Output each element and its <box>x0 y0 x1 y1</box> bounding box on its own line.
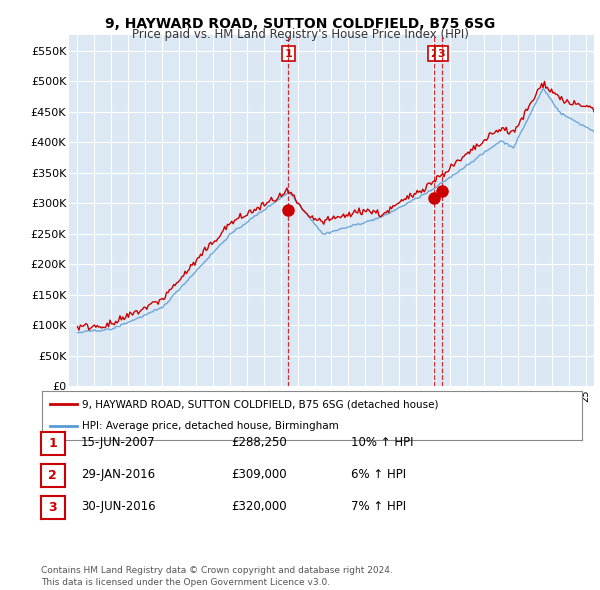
Text: 1: 1 <box>49 437 57 450</box>
Text: 3: 3 <box>438 49 445 59</box>
Text: 30-JUN-2016: 30-JUN-2016 <box>81 500 155 513</box>
Text: Contains HM Land Registry data © Crown copyright and database right 2024.
This d: Contains HM Land Registry data © Crown c… <box>41 566 392 587</box>
Text: £288,250: £288,250 <box>231 436 287 449</box>
Text: 15-JUN-2007: 15-JUN-2007 <box>81 436 155 449</box>
Text: 6% ↑ HPI: 6% ↑ HPI <box>351 468 406 481</box>
Text: HPI: Average price, detached house, Birmingham: HPI: Average price, detached house, Birm… <box>83 421 339 431</box>
Text: 9, HAYWARD ROAD, SUTTON COLDFIELD, B75 6SG (detached house): 9, HAYWARD ROAD, SUTTON COLDFIELD, B75 6… <box>83 399 439 409</box>
Text: 2: 2 <box>49 469 57 482</box>
Text: 7% ↑ HPI: 7% ↑ HPI <box>351 500 406 513</box>
Text: £309,000: £309,000 <box>231 468 287 481</box>
Text: 9, HAYWARD ROAD, SUTTON COLDFIELD, B75 6SG: 9, HAYWARD ROAD, SUTTON COLDFIELD, B75 6… <box>105 17 495 31</box>
Text: 10% ↑ HPI: 10% ↑ HPI <box>351 436 413 449</box>
Text: Price paid vs. HM Land Registry's House Price Index (HPI): Price paid vs. HM Land Registry's House … <box>131 28 469 41</box>
Text: 3: 3 <box>49 501 57 514</box>
Text: £320,000: £320,000 <box>231 500 287 513</box>
Text: 29-JAN-2016: 29-JAN-2016 <box>81 468 155 481</box>
Text: 1: 1 <box>284 49 292 59</box>
Text: 2: 2 <box>430 49 438 59</box>
